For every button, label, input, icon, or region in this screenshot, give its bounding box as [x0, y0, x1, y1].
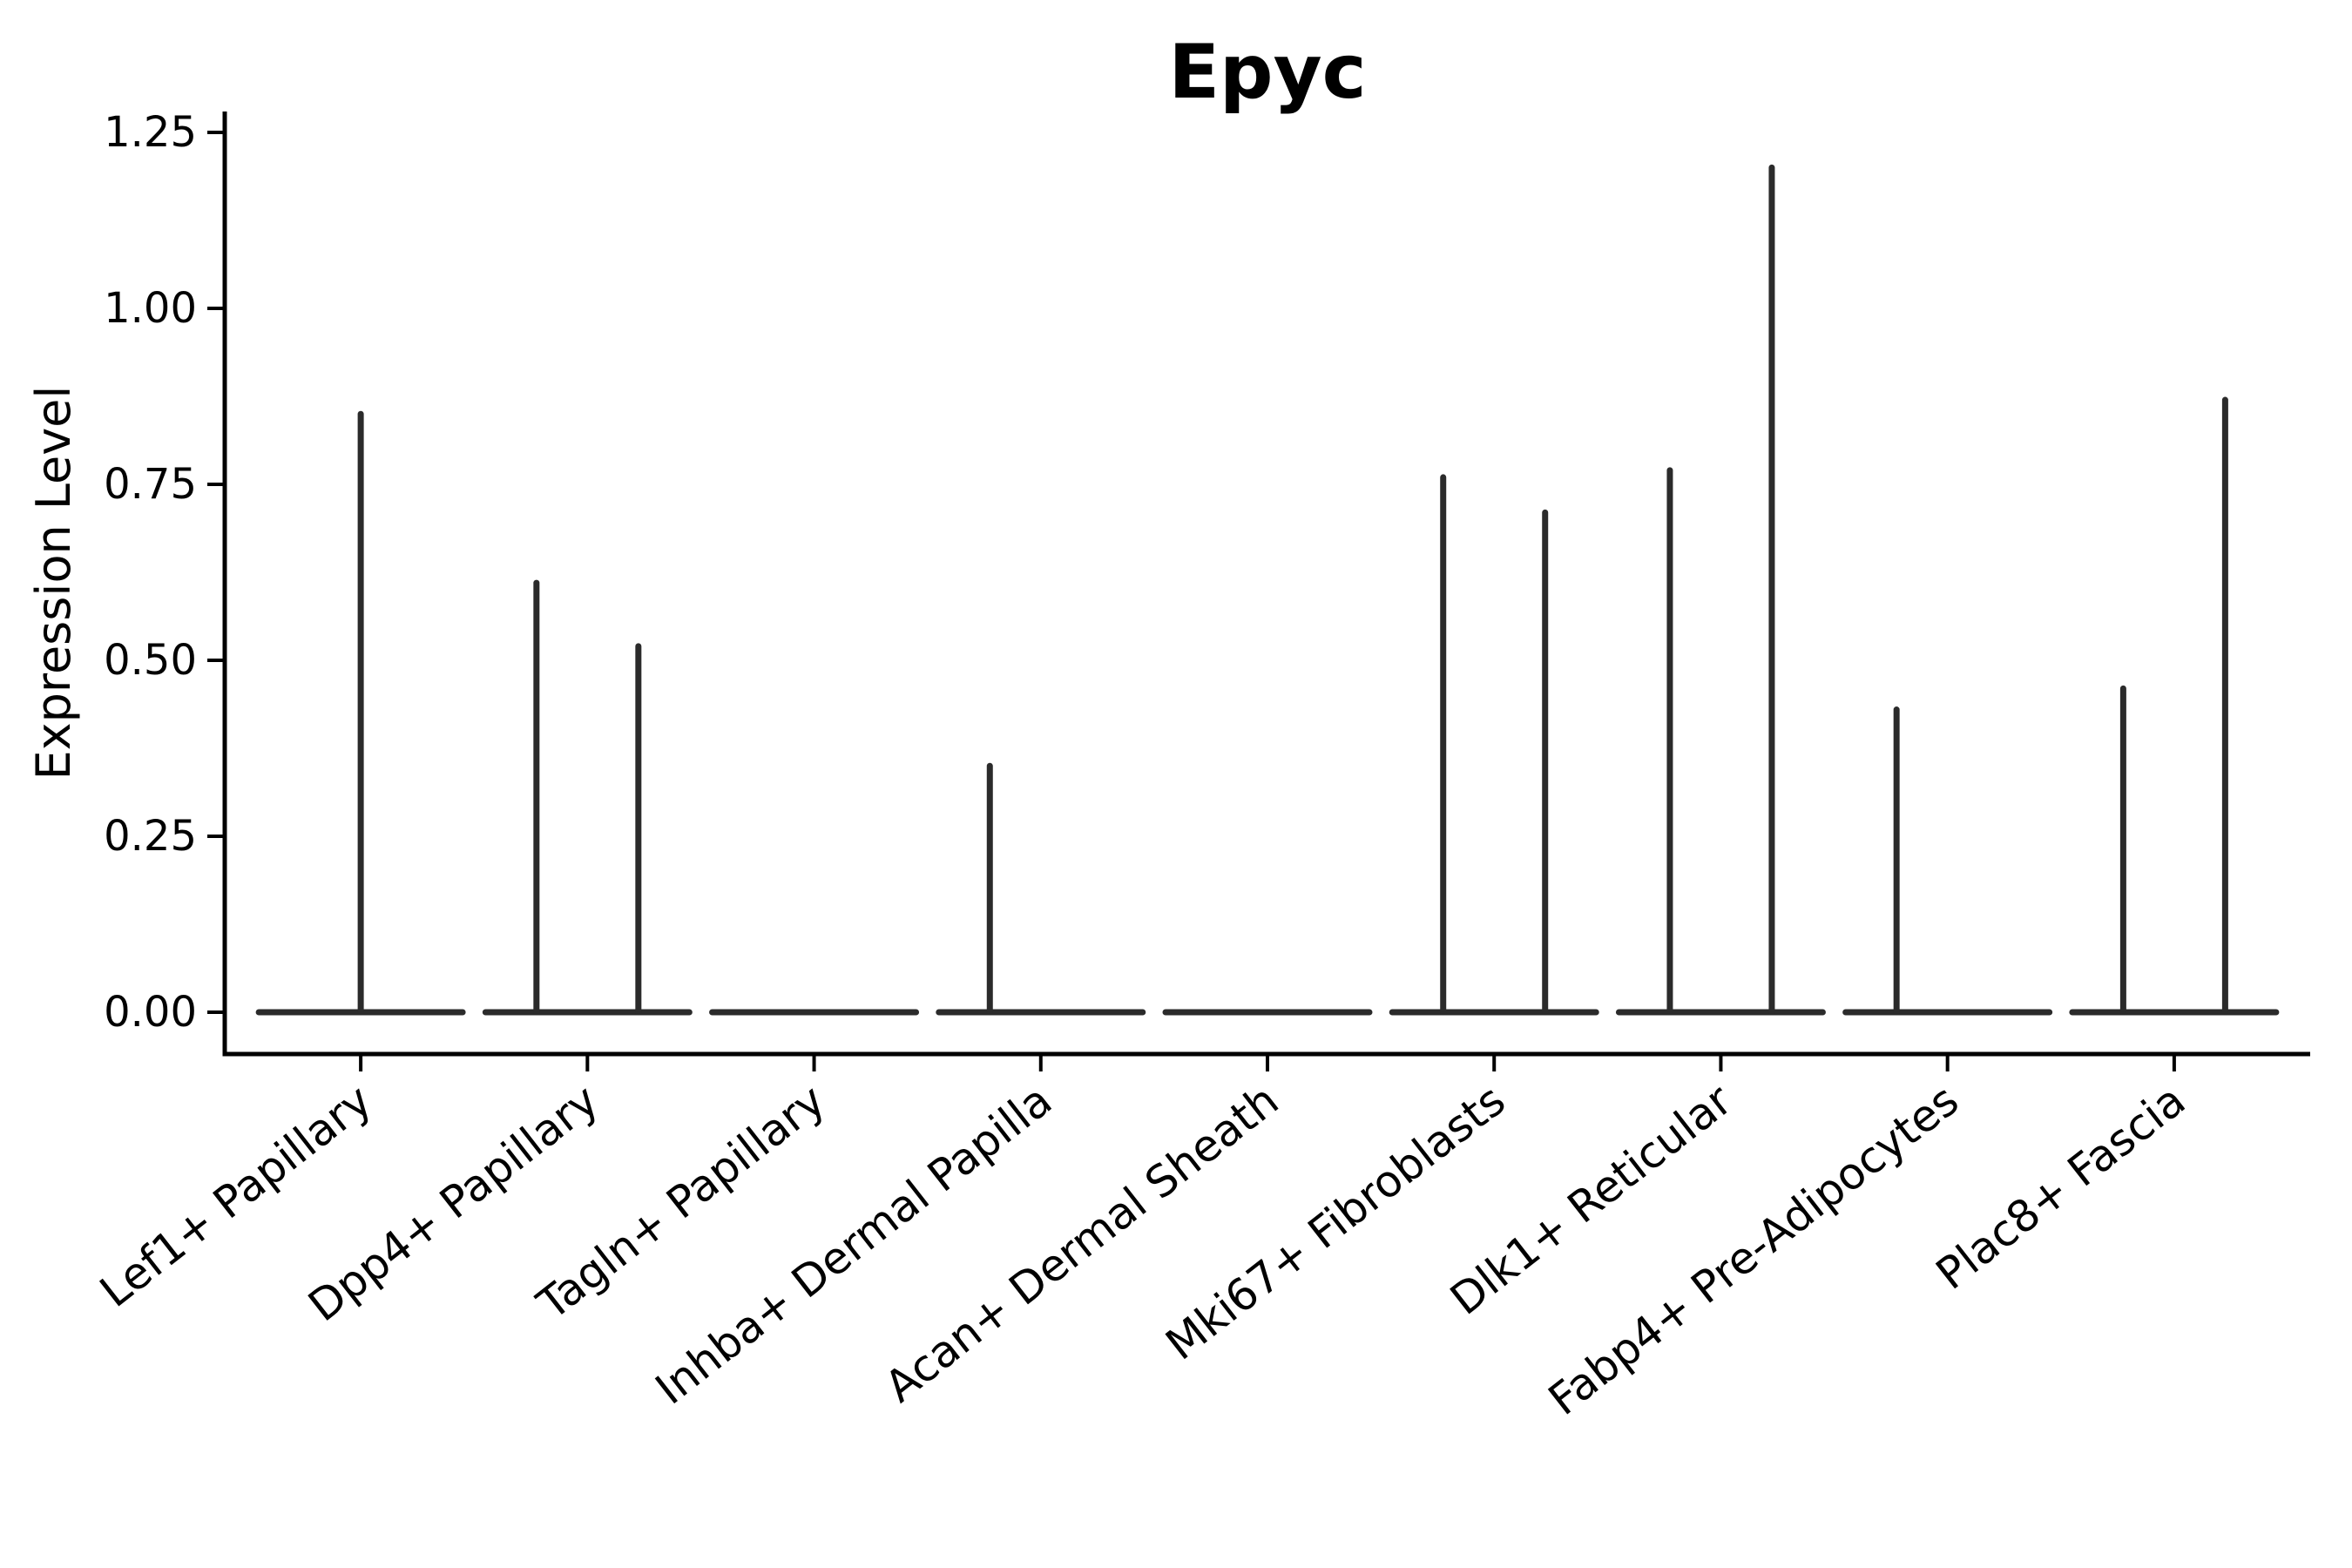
y-tick-label: 0.50: [104, 636, 197, 685]
chart-title: Epyc: [1168, 29, 1366, 116]
y-tick-label: 0.75: [104, 460, 197, 509]
x-tick-label: Inhba+ Dermal Papilla: [646, 1075, 1061, 1415]
violin-layer: [255, 164, 2280, 1016]
y-tick-label: 0.25: [104, 812, 197, 861]
y-tick-label: 1.00: [104, 284, 197, 333]
x-tick-label: Fabp4+ Pre-Adipocytes: [1539, 1075, 1968, 1425]
y-axis-label: Expression Level: [26, 386, 81, 781]
x-tick-label: Acan+ Dermal Sheath: [875, 1075, 1288, 1412]
x-tick-label: Plac8+ Fascia: [1927, 1075, 2194, 1300]
y-tick-label: 1.25: [104, 108, 197, 157]
y-tick-label: 0.00: [104, 988, 197, 1037]
